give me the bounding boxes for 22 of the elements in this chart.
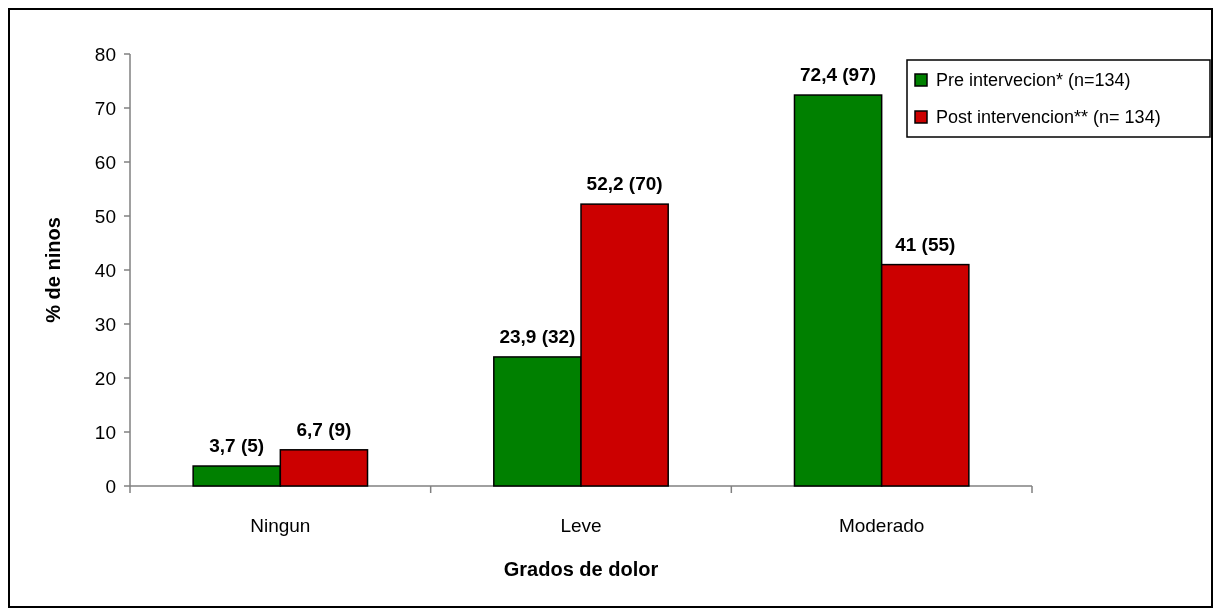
x-tick-label: Leve <box>560 515 602 536</box>
y-tick-label: 20 <box>94 367 116 389</box>
y-tick-label: 80 <box>94 43 116 65</box>
legend-label: Pre intervecion* (n=134) <box>936 70 1131 91</box>
data-label: 6,7 (9) <box>296 418 352 440</box>
y-tick-label: 30 <box>94 313 116 335</box>
y-tick-label: 10 <box>94 421 116 443</box>
data-label: 3,7 (5) <box>209 435 265 457</box>
data-label: 52,2 (70) <box>586 173 663 195</box>
y-axis-title: % de ninos <box>42 217 64 323</box>
data-label: 41 (55) <box>895 233 956 255</box>
y-tick-label: 60 <box>94 151 116 173</box>
y-tick-label: 0 <box>105 475 116 497</box>
y-tick-label: 70 <box>94 97 116 119</box>
y-tick-label: 50 <box>94 205 116 227</box>
x-tick-label: Moderado <box>838 515 925 536</box>
data-label: 72,4 (97) <box>800 64 877 86</box>
y-tick-label: 40 <box>94 259 116 281</box>
x-axis-title: Grados de dolor <box>503 558 659 580</box>
data-label: 23,9 (32) <box>499 325 576 347</box>
x-tick-label: Ningun <box>250 515 311 536</box>
legend-label: Post intervencion** (n= 134) <box>936 107 1161 128</box>
